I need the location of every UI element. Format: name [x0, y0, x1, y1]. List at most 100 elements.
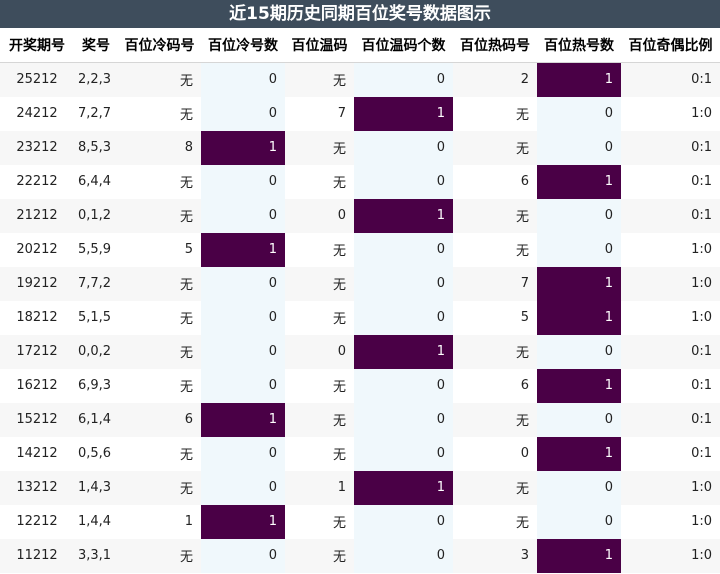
- header-period: 开奖期号: [0, 28, 74, 63]
- table-row: 21212 0,1,2 无 0 0 1 无 0 0:1: [0, 198, 720, 233]
- cell-hot-count: 0: [537, 198, 621, 233]
- table-row: 23212 8,5,3 8 1 无 0 无 0 0:1: [0, 130, 720, 165]
- cell-odd-even-ratio: 1:0: [621, 300, 720, 335]
- cell-cold-count: 0: [201, 198, 285, 233]
- cell-cold-code: 无: [118, 538, 201, 573]
- cell-odd-even-ratio: 1:0: [621, 96, 720, 131]
- cell-hot-code: 6: [453, 368, 537, 403]
- table-row: 13212 1,4,3 无 0 1 1 无 0 1:0: [0, 470, 720, 505]
- cell-hot-code: 6: [453, 164, 537, 199]
- cell-hot-code: 无: [453, 130, 537, 165]
- cell-warm-code: 无: [285, 232, 354, 267]
- cell-warm-count: 0: [354, 62, 453, 97]
- cell-warm-count: 1: [354, 96, 453, 131]
- table-row: 18212 5,1,5 无 0 无 0 5 1 1:0: [0, 300, 720, 335]
- cell-warm-count: 0: [354, 368, 453, 403]
- cell-hot-code: 7: [453, 266, 537, 301]
- cell-hot-count: 0: [537, 334, 621, 369]
- header-cold-count: 百位冷号数: [201, 28, 285, 63]
- cell-odd-even-ratio: 1:0: [621, 470, 720, 505]
- table-row: 14212 0,5,6 无 0 无 0 0 1 0:1: [0, 436, 720, 471]
- cell-hot-code: 3: [453, 538, 537, 573]
- cell-numbers: 0,0,2: [74, 334, 118, 369]
- cell-warm-code: 无: [285, 62, 354, 97]
- cell-numbers: 7,7,2: [74, 266, 118, 301]
- cell-cold-count: 0: [201, 368, 285, 403]
- cell-cold-count: 0: [201, 266, 285, 301]
- cell-numbers: 3,3,1: [74, 538, 118, 573]
- header-warm-count: 百位温码个数: [354, 28, 453, 63]
- cell-cold-code: 5: [118, 232, 201, 267]
- cell-odd-even-ratio: 1:0: [621, 232, 720, 267]
- cell-period: 15212: [0, 402, 74, 437]
- cell-numbers: 6,1,4: [74, 402, 118, 437]
- cell-numbers: 2,2,3: [74, 62, 118, 97]
- cell-warm-count: 1: [354, 198, 453, 233]
- cell-odd-even-ratio: 0:1: [621, 164, 720, 199]
- cell-hot-code: 无: [453, 402, 537, 437]
- table-row: 20212 5,5,9 5 1 无 0 无 0 1:0: [0, 232, 720, 267]
- cell-cold-code: 无: [118, 436, 201, 471]
- cell-warm-code: 无: [285, 300, 354, 335]
- page-title: 近15期历史同期百位奖号数据图示: [0, 0, 720, 28]
- cell-period: 22212: [0, 164, 74, 199]
- cell-cold-count: 0: [201, 62, 285, 97]
- cell-hot-count: 1: [537, 436, 621, 471]
- cell-hot-count: 0: [537, 402, 621, 437]
- cell-cold-count: 1: [201, 232, 285, 267]
- cell-cold-count: 0: [201, 96, 285, 131]
- cell-period: 11212: [0, 538, 74, 573]
- cell-cold-code: 无: [118, 266, 201, 301]
- cell-numbers: 5,1,5: [74, 300, 118, 335]
- table-row: 22212 6,4,4 无 0 无 0 6 1 0:1: [0, 164, 720, 199]
- cell-numbers: 0,1,2: [74, 198, 118, 233]
- cell-period: 17212: [0, 334, 74, 369]
- cell-warm-code: 无: [285, 436, 354, 471]
- table-row: 17212 0,0,2 无 0 0 1 无 0 0:1: [0, 334, 720, 369]
- table-row: 19212 7,7,2 无 0 无 0 7 1 1:0: [0, 266, 720, 301]
- cell-cold-count: 0: [201, 334, 285, 369]
- cell-hot-count: 1: [537, 164, 621, 199]
- cell-cold-code: 无: [118, 300, 201, 335]
- cell-numbers: 1,4,4: [74, 504, 118, 539]
- table-row: 12212 1,4,4 1 1 无 0 无 0 1:0: [0, 504, 720, 539]
- cell-warm-count: 0: [354, 300, 453, 335]
- cell-cold-count: 1: [201, 504, 285, 539]
- cell-period: 12212: [0, 504, 74, 539]
- cell-cold-count: 0: [201, 164, 285, 199]
- cell-odd-even-ratio: 0:1: [621, 368, 720, 403]
- cell-warm-count: 0: [354, 436, 453, 471]
- header-row: 开奖期号 奖号 百位冷码号 百位冷号数 百位温码 百位温码个数 百位热码号 百位…: [0, 28, 720, 63]
- cell-warm-code: 1: [285, 470, 354, 505]
- cell-cold-count: 1: [201, 402, 285, 437]
- cell-numbers: 1,4,3: [74, 470, 118, 505]
- cell-cold-count: 0: [201, 470, 285, 505]
- cell-cold-count: 0: [201, 538, 285, 573]
- header-odd-even-ratio: 百位奇偶比例: [621, 28, 720, 63]
- cell-period: 14212: [0, 436, 74, 471]
- table-row: 15212 6,1,4 6 1 无 0 无 0 0:1: [0, 402, 720, 437]
- cell-warm-count: 0: [354, 164, 453, 199]
- cell-hot-code: 无: [453, 504, 537, 539]
- cell-cold-code: 无: [118, 368, 201, 403]
- data-table: 开奖期号 奖号 百位冷码号 百位冷号数 百位温码 百位温码个数 百位热码号 百位…: [0, 28, 720, 573]
- cell-hot-count: 0: [537, 96, 621, 131]
- cell-hot-count: 1: [537, 300, 621, 335]
- cell-period: 18212: [0, 300, 74, 335]
- table-row: 11212 3,3,1 无 0 无 0 3 1 1:0: [0, 538, 720, 573]
- header-hot-count: 百位热号数: [537, 28, 621, 63]
- cell-warm-count: 0: [354, 538, 453, 573]
- cell-cold-code: 8: [118, 130, 201, 165]
- cell-cold-code: 无: [118, 96, 201, 131]
- cell-cold-code: 无: [118, 198, 201, 233]
- cell-hot-count: 0: [537, 470, 621, 505]
- cell-cold-count: 1: [201, 130, 285, 165]
- cell-odd-even-ratio: 1:0: [621, 538, 720, 573]
- header-numbers: 奖号: [74, 28, 118, 63]
- cell-odd-even-ratio: 0:1: [621, 402, 720, 437]
- cell-warm-count: 0: [354, 402, 453, 437]
- cell-hot-code: 无: [453, 334, 537, 369]
- cell-cold-count: 0: [201, 436, 285, 471]
- cell-odd-even-ratio: 0:1: [621, 130, 720, 165]
- cell-hot-code: 无: [453, 198, 537, 233]
